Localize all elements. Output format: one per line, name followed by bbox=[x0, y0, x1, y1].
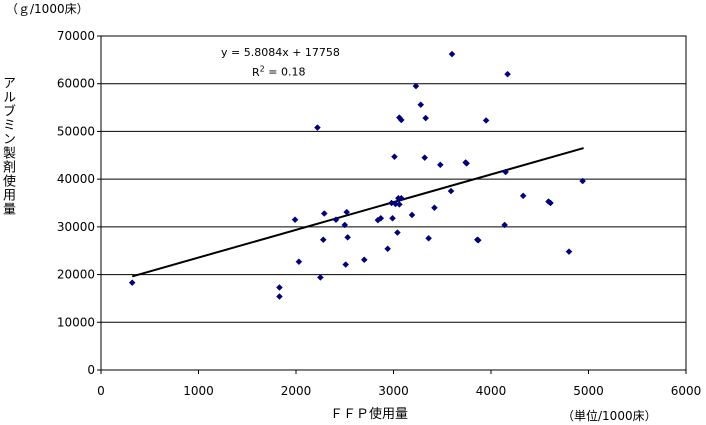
data-point bbox=[463, 160, 470, 167]
data-point bbox=[392, 200, 399, 208]
y-tick-label: 60000 bbox=[57, 77, 95, 91]
data-point bbox=[291, 216, 299, 224]
data-point bbox=[579, 177, 587, 185]
data-points bbox=[128, 50, 587, 300]
data-point bbox=[422, 114, 430, 122]
data-point bbox=[482, 117, 490, 124]
x-tick-label: 0 bbox=[97, 384, 105, 398]
tick-labels: 0 10000 20000 30000 40000 50000 60000 70000 0 100… bbox=[57, 29, 701, 398]
r2-exponent: 2 bbox=[259, 64, 265, 73]
data-point bbox=[394, 229, 401, 236]
data-point bbox=[519, 192, 527, 200]
data-point bbox=[276, 284, 283, 291]
y-tick-label: 0 bbox=[87, 363, 95, 377]
data-point bbox=[344, 234, 352, 241]
data-point bbox=[425, 234, 432, 242]
data-point bbox=[343, 208, 351, 216]
data-point bbox=[436, 161, 444, 169]
y-tick-label: 10000 bbox=[57, 315, 95, 329]
data-point bbox=[408, 211, 416, 219]
x-tick-label: 1000 bbox=[183, 384, 214, 398]
data-point bbox=[397, 194, 405, 202]
data-point bbox=[501, 221, 509, 229]
x-unit-label: （単位/1000床） bbox=[562, 409, 657, 423]
y-unit-label: （ｇ/1000床） bbox=[6, 2, 89, 16]
y-tick-label: 40000 bbox=[57, 172, 95, 186]
data-point bbox=[332, 216, 340, 224]
y-tick-label: 20000 bbox=[57, 268, 95, 282]
data-point bbox=[389, 214, 396, 222]
data-point bbox=[276, 293, 283, 300]
data-point bbox=[360, 256, 368, 264]
data-point bbox=[397, 116, 405, 124]
x-axis-title: ＦＦＰ使用量 bbox=[330, 407, 409, 422]
y-axis-title: アルブミン製剤使用量 bbox=[0, 76, 15, 216]
data-point bbox=[447, 187, 455, 195]
data-point bbox=[417, 101, 425, 109]
y-tick-label: 70000 bbox=[57, 29, 95, 43]
data-point bbox=[565, 248, 573, 256]
data-point bbox=[421, 154, 429, 162]
data-point bbox=[391, 153, 398, 161]
data-point bbox=[474, 236, 482, 244]
data-point bbox=[319, 236, 327, 244]
data-point bbox=[377, 214, 385, 222]
data-point bbox=[384, 245, 392, 253]
trendline-equation: y = 5.8084x + 17758 bbox=[221, 46, 340, 59]
trendline bbox=[131, 147, 584, 278]
r-squared-label: R2 = 0.18 bbox=[252, 64, 305, 79]
r2-prefix: R bbox=[252, 65, 260, 79]
data-point bbox=[317, 274, 324, 281]
gridlines bbox=[101, 35, 686, 323]
data-point bbox=[314, 124, 321, 131]
data-point bbox=[342, 261, 350, 268]
data-point bbox=[295, 258, 303, 266]
data-point bbox=[547, 199, 554, 207]
trendline-layer bbox=[131, 147, 584, 278]
data-point bbox=[395, 201, 403, 208]
data-point bbox=[431, 204, 438, 212]
data-point bbox=[341, 221, 349, 229]
x-tick-label: 4000 bbox=[476, 384, 507, 398]
data-point bbox=[320, 210, 328, 217]
x-tick-label: 6000 bbox=[671, 384, 702, 398]
axes bbox=[97, 35, 687, 374]
y-tick-label: 30000 bbox=[57, 220, 95, 234]
x-tick-label: 3000 bbox=[378, 384, 409, 398]
x-tick-label: 2000 bbox=[281, 384, 312, 398]
data-point bbox=[128, 279, 136, 287]
y-tick-label: 50000 bbox=[57, 124, 95, 138]
r2-value: = 0.18 bbox=[264, 65, 306, 79]
data-point bbox=[504, 70, 511, 78]
data-point bbox=[502, 168, 509, 176]
x-tick-label: 5000 bbox=[573, 384, 604, 398]
data-point bbox=[412, 82, 420, 90]
data-point bbox=[448, 50, 456, 58]
